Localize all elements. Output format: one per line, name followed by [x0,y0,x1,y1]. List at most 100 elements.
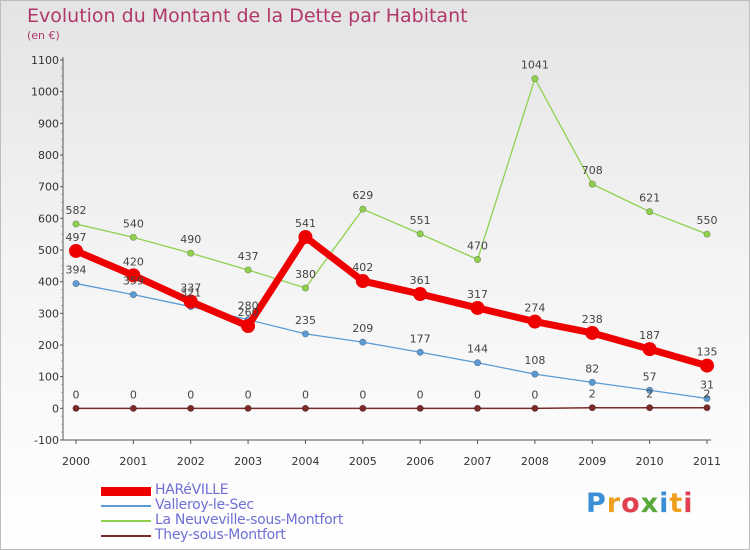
data-point [646,404,654,412]
data-label: 260 [238,306,259,319]
data-label: 402 [352,261,373,274]
chart-title: Evolution du Montant de la Dette par Hab… [27,5,468,27]
x-tick-label: 2001 [119,455,147,468]
data-label: 82 [585,362,599,375]
data-point [588,404,596,412]
legend-label: La Neuveville-sous-Montfort [155,512,344,528]
data-point [72,220,80,228]
data-point [241,319,256,333]
x-tick-label: 2005 [349,455,377,468]
data-label: 0 [531,388,538,401]
y-tick-label: 700 [38,181,59,194]
data-label: 540 [123,217,144,230]
series-line [72,233,711,370]
data-label: 541 [295,217,316,230]
legend-swatch [101,505,151,507]
y-tick-label: 1100 [31,54,59,67]
data-label: 0 [187,388,194,401]
data-point [301,404,309,412]
data-label: 0 [73,388,80,401]
data-point [72,404,80,412]
data-label: 321 [180,287,201,300]
data-point [69,243,83,258]
legend-label: Valleroy-le-Sec [155,497,254,513]
y-tick-label: 300 [38,307,59,320]
data-point [474,404,482,412]
data-label: 629 [352,189,373,202]
data-label: 144 [467,343,488,356]
x-tick-label: 2002 [177,455,205,468]
series-line [75,78,708,289]
x-tick-label: 2011 [693,455,721,468]
data-point [244,404,252,412]
data-label: 551 [410,214,431,227]
data-label: 238 [582,313,603,326]
data-point [129,291,137,299]
data-point [359,338,367,346]
x-tick-label: 2006 [406,455,434,468]
data-label: 337 [180,282,201,295]
data-point [588,180,596,188]
data-point [187,404,195,412]
x-tick-label: 2010 [636,455,664,468]
x-tick-label: 2009 [578,455,606,468]
y-tick-label: 400 [38,276,59,289]
data-point [359,404,367,412]
data-point [703,395,711,403]
logo-letter: r [606,488,622,519]
data-label: 108 [524,354,545,367]
data-point [703,230,711,238]
data-label: 2 [646,388,653,401]
data-point [183,294,198,309]
data-label: 2 [589,388,596,401]
data-point [416,230,424,238]
data-label: 280 [238,300,259,313]
y-tick-label: 600 [38,212,59,225]
data-label: 31 [700,379,714,392]
data-label: 470 [467,240,488,253]
data-point [355,274,370,289]
data-point [298,230,313,245]
data-label: 708 [582,164,603,177]
legend-swatch [101,487,151,496]
data-label: 420 [123,255,144,268]
data-label: 621 [639,192,660,205]
x-tick-label: 2003 [234,455,262,468]
data-point [646,386,654,394]
data-label: 359 [123,275,144,288]
data-label: 582 [66,204,87,217]
data-point [700,358,714,373]
data-label: 0 [417,388,424,401]
data-label: 2 [704,388,711,401]
data-point [126,268,141,283]
data-label: 437 [238,250,259,263]
data-point [301,284,309,292]
proxiti-logo: Proxiti [586,488,694,519]
logo-letter: o [621,488,641,519]
y-tick-label: -100 [34,434,59,447]
y-tick-label: 500 [38,244,59,257]
data-point [416,348,424,356]
data-label: 550 [697,214,718,227]
legend-swatch [101,520,151,522]
data-point [585,325,600,340]
data-label: 274 [524,302,545,315]
series-line [75,282,708,400]
data-label: 0 [359,388,366,401]
data-point [413,287,428,302]
legend-label: HARéVILLE [155,482,229,498]
logo-letter: P [586,488,607,519]
chart-unit-label: (en €) [27,29,60,42]
data-point [187,249,195,257]
legend-swatch [101,535,151,537]
data-point [703,404,711,412]
data-point [416,404,424,412]
data-label: 317 [467,288,488,301]
data-point [531,75,539,83]
data-point [646,208,654,216]
data-label: 361 [410,274,431,287]
data-label: 394 [66,264,87,277]
x-tick-label: 2004 [291,455,319,468]
y-tick-label: 100 [38,371,59,384]
